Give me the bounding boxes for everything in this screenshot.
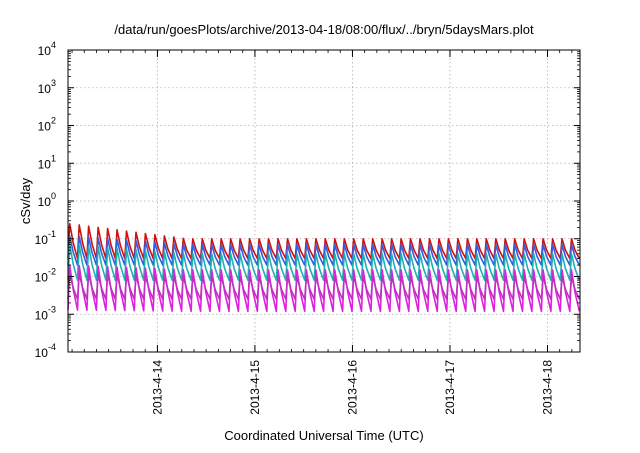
y-tick-exponent: -4 (48, 342, 56, 352)
x-tick-label: 2013-4-15 (248, 360, 262, 415)
x-tick-label: 2013-4-14 (150, 360, 164, 415)
y-tick-exponent: -2 (48, 267, 56, 277)
x-tick-label: 2013-4-16 (345, 360, 359, 415)
y-tick-exponent: 1 (51, 153, 56, 163)
y-tick-exponent: 0 (51, 191, 56, 201)
series-line-4 (67, 272, 581, 300)
y-tick-label: 10-3 (35, 304, 56, 322)
series-line-2 (67, 243, 581, 281)
y-tick-base: 10 (38, 44, 52, 58)
series-line-1 (67, 235, 581, 266)
y-tick-base: 10 (35, 271, 49, 285)
y-tick-base: 10 (35, 346, 49, 360)
y-tick-exponent: -1 (48, 229, 56, 239)
x-tick-label: 2013-4-17 (443, 360, 457, 415)
y-tick-base: 10 (38, 195, 52, 209)
y-tick-base: 10 (38, 157, 52, 171)
series-layer (67, 222, 581, 313)
y-tick-label: 100 (38, 191, 56, 209)
y-tick-label: 104 (38, 40, 56, 58)
x-tick-labels: 2013-4-14 2013-4-15 2013-4-16 2013-4-17 2013… (150, 360, 554, 415)
y-tick-label: 10-2 (35, 267, 56, 285)
y-tick-label: 10-4 (35, 342, 56, 360)
y-tick-base: 10 (35, 308, 49, 322)
y-axis-label: cSv/day (18, 177, 33, 224)
x-axis-label: Coordinated Universal Time (UTC) (224, 428, 423, 443)
y-tick-label: 103 (38, 78, 56, 96)
x-tick-label: 2013-4-18 (540, 360, 554, 415)
y-tick-label: 102 (38, 116, 56, 134)
y-tick-label: 10-1 (35, 229, 56, 247)
y-tick-base: 10 (35, 233, 49, 247)
chart-title: /data/run/goesPlots/archive/2013-04-18/0… (114, 22, 534, 37)
y-tick-base: 10 (38, 82, 52, 96)
y-tick-label: 101 (38, 153, 56, 171)
y-tick-base: 10 (38, 120, 52, 134)
y-tick-exponent: 2 (51, 116, 56, 126)
tick-marks (68, 49, 580, 353)
y-tick-exponent: 4 (51, 40, 56, 50)
y-tick-exponent: 3 (51, 78, 56, 88)
y-tick-exponent: -3 (48, 304, 56, 314)
